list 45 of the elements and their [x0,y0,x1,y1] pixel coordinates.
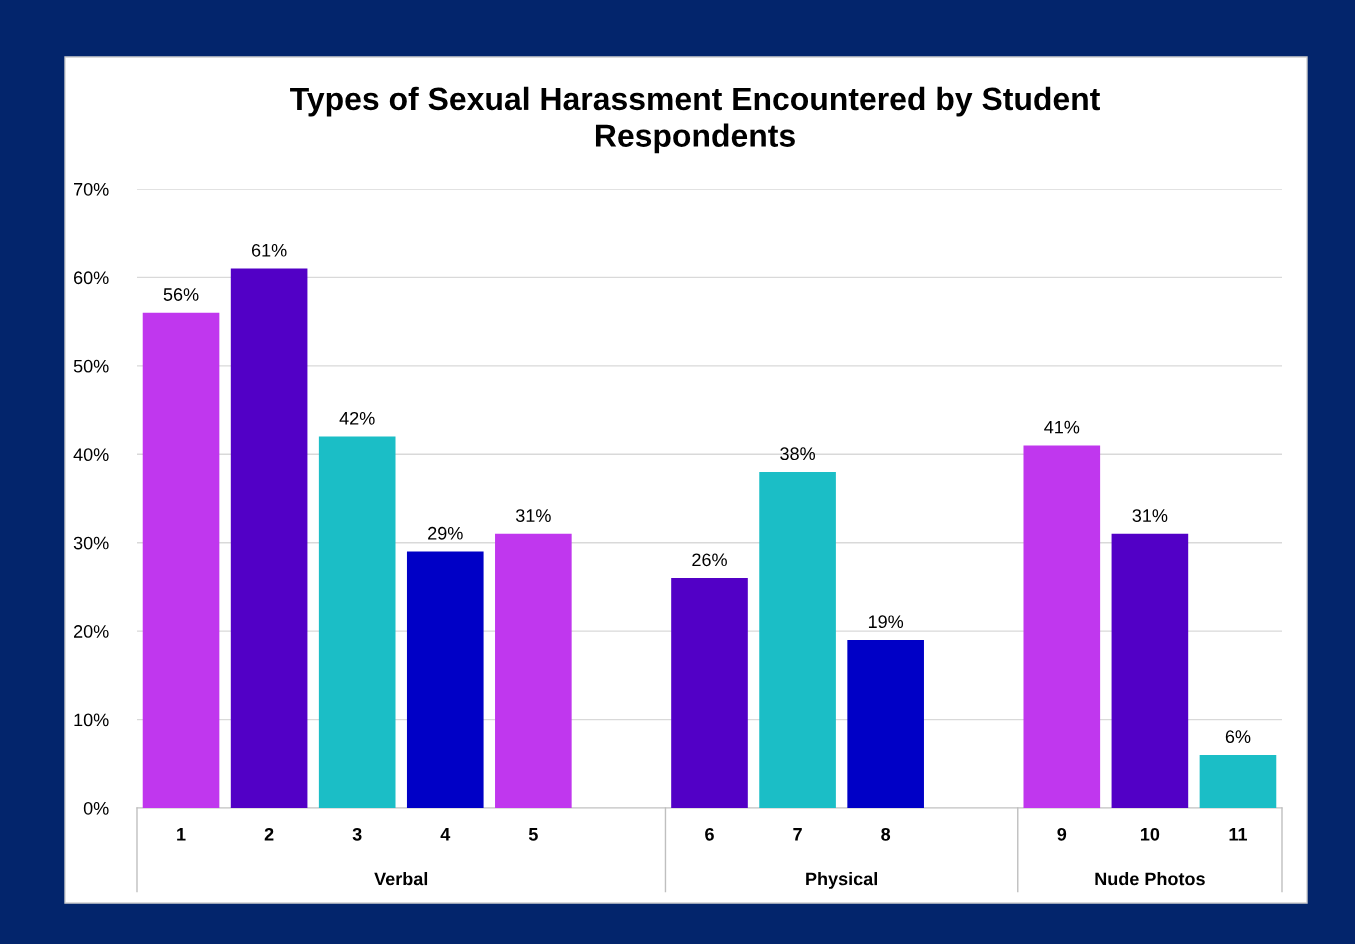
bar [406,551,484,808]
bar [1023,445,1101,808]
bar [1199,754,1277,808]
y-tick-label: 60% [74,271,109,285]
bar [142,312,220,808]
y-tick-label: 30% [73,536,109,550]
y-tick-label: 40% [73,448,109,462]
y-tick-label: 20% [73,625,109,638]
x-tick-label: 7 [793,828,802,841]
y-tick-label: 10% [74,713,109,727]
x-tick-label: 2 [264,827,274,841]
y-tick-label: 0% [83,801,109,815]
text: Nude Photos [1095,872,1205,886]
x-tick-label: 11 [1229,828,1247,841]
data-label: 19% [868,615,904,629]
data-label: 31% [515,509,551,522]
y-tick-label: 50% [73,359,109,373]
data-label: 41% [1044,420,1080,434]
bar [759,471,836,808]
data-label: 42% [339,411,375,425]
data-label: 61% [251,243,287,257]
bar [495,533,572,808]
y-tick-label: 70% [74,182,109,196]
bar [1111,533,1189,808]
x-tick-label: 4 [440,828,451,841]
data-label: 29% [428,526,463,540]
data-label: 56% [163,288,199,301]
bar [318,436,396,808]
bar [671,578,748,808]
text: Verbal [374,872,428,886]
x-tick-label: 8 [881,827,891,841]
text: Physical [806,872,877,889]
data-label: 31% [1132,509,1168,522]
x-tick-label: 3 [352,827,362,841]
x-tick-label: 6 [705,827,714,841]
chart-title: Types of Sexual Harassment Encountered by Student Respondents [290,86,1100,154]
x-tick-label: 5 [528,828,538,841]
x-tick-label: 1 [177,828,186,841]
bar [230,268,308,808]
data-label: 38% [780,447,815,461]
x-tick-label: 9 [1057,827,1067,841]
data-label: 6% [1225,730,1251,744]
x-tick-label: 10 [1140,827,1160,841]
bar [847,639,924,808]
data-label: 26% [692,553,727,567]
